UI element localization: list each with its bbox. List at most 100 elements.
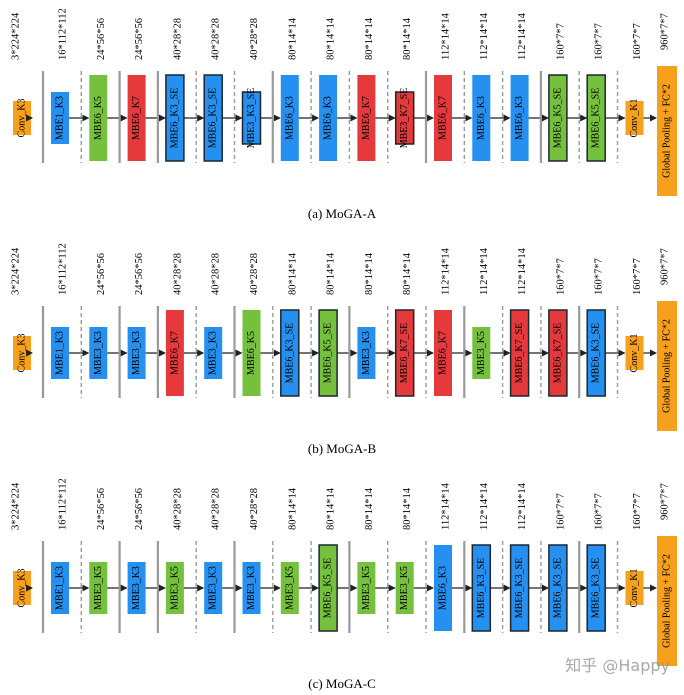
block-output-dims: 40*28*28 xyxy=(172,18,183,60)
head-dims-label: 960*7*7 xyxy=(660,248,671,285)
mbe-block xyxy=(280,562,299,614)
mbe-block-label: MBE6_K3_SE xyxy=(591,323,602,384)
mbe-block-label: MBE3_K3_SE xyxy=(246,88,257,149)
mbe-block-label: MBE3_K3 xyxy=(208,331,219,375)
mbe-block xyxy=(357,75,376,161)
mbe-block xyxy=(51,562,69,614)
mbe-block-label: MBE6_K3_SE xyxy=(591,558,602,619)
mbe-block xyxy=(204,562,223,614)
block-output-dims: 112*14*14 xyxy=(441,482,452,530)
block-output-dims: 112*14*14 xyxy=(479,247,490,295)
mbe-block-label: MBE1_K3 xyxy=(55,566,66,610)
block-output-dims: 24*56*56 xyxy=(96,18,107,60)
mbe-block-label: MBE6_K3_SE xyxy=(514,558,525,619)
mbe-block xyxy=(434,75,452,161)
input-dims-label: 3*224*224 xyxy=(11,247,22,295)
head-block xyxy=(657,66,677,196)
mbe-block-label: MBE6_K3_SE xyxy=(169,88,180,149)
block-output-dims: 112*14*14 xyxy=(479,482,490,530)
mbe-block xyxy=(357,562,376,614)
mbe-block-label: MBE3_K3 xyxy=(131,566,142,610)
mbe-block-label: MBE6_K7 xyxy=(131,96,142,140)
mbe-block-label: MBE6_K3_SE xyxy=(284,323,295,384)
mbe-block-label: MBE6_K3 xyxy=(476,96,487,140)
mbe-block-label: MBE3_K3 xyxy=(361,331,372,375)
stem-conv-block xyxy=(13,336,31,370)
block-output-dims: 80*14*14 xyxy=(402,252,413,295)
mbe-block xyxy=(51,327,69,379)
block-output-dims: 40*28*28 xyxy=(249,18,260,60)
block-output-dims: 40*28*28 xyxy=(172,253,183,295)
block-output-dims: 24*56*56 xyxy=(96,488,107,530)
block-output-dims: 112*14*14 xyxy=(479,12,490,60)
mbe-block-label: MBE3_K5 xyxy=(169,566,180,610)
mbe-block-label: MBE6_K3 xyxy=(438,566,449,610)
mbe-block xyxy=(89,562,108,614)
mbe-block xyxy=(242,562,261,614)
mbe-block-label: MBE6_K5_SE xyxy=(591,88,602,149)
block-output-dims: 80*14*14 xyxy=(326,252,337,295)
mbe-block xyxy=(127,327,146,379)
block-output-dims: 80*14*14 xyxy=(326,487,337,530)
block-output-dims: 40*28*28 xyxy=(172,488,183,530)
block-output-dims: 40*28*28 xyxy=(249,488,260,530)
mbe-block xyxy=(357,327,376,379)
mbe-block xyxy=(510,75,529,161)
block-output-dims: 16*112*112 xyxy=(58,243,69,295)
mbe-block xyxy=(165,562,184,614)
block-output-dims: 80*14*14 xyxy=(364,252,375,295)
mbe-block-label: MBE6_K7 xyxy=(169,331,180,375)
mbe-block-label: MBE3_K3 xyxy=(131,331,142,375)
mbe-block-label: MBE3_K5 xyxy=(93,566,104,610)
mbe-block-label: MBE3_K7_SE xyxy=(399,88,410,149)
mbe-block-label: MBE6_K3 xyxy=(284,96,295,140)
mbe-block xyxy=(472,327,491,379)
block-output-dims: 24*56*56 xyxy=(134,253,145,295)
block-output-dims: 80*14*14 xyxy=(402,17,413,60)
mbe-block-label: MBE6_K3_SE xyxy=(476,558,487,619)
mbe-block-label: MBE6_K7_SE xyxy=(552,323,563,384)
block-output-dims: 160*7*7 xyxy=(555,258,566,295)
block-output-dims: 160*7*7 xyxy=(594,493,605,530)
block-output-dims: 112*14*14 xyxy=(517,12,528,60)
mbe-block xyxy=(319,75,338,161)
tail-conv-block xyxy=(625,336,644,370)
mbe-block-label: MBE3_K3 xyxy=(208,566,219,610)
mbe-block xyxy=(395,562,414,614)
block-output-dims: 160*7*7 xyxy=(555,493,566,530)
block-output-dims: 80*14*14 xyxy=(287,487,298,530)
mbe-block xyxy=(89,75,108,161)
tail-conv-dims: 160*7*7 xyxy=(632,493,643,530)
stem-conv-block xyxy=(13,571,31,605)
caption-moga-b: (b) MoGA-B xyxy=(307,441,377,456)
mbe-block xyxy=(127,562,146,614)
tail-conv-label: Conv_K1 xyxy=(629,569,640,608)
tail-conv-dims: 160*7*7 xyxy=(632,23,643,60)
block-output-dims: 40*28*28 xyxy=(249,253,260,295)
mbe-block-label: MBE6_K3_SE xyxy=(552,558,563,619)
watermark: 知乎 @Happy xyxy=(565,656,670,675)
mbe-block-label: MBE3_K5 xyxy=(284,566,295,610)
block-output-dims: 112*14*14 xyxy=(441,12,452,60)
block-output-dims: 112*14*14 xyxy=(517,482,528,530)
moga-a-panel: 3*224*224 Conv_K3 16*112*112 MBE1_K3 24*56*5… xyxy=(11,8,677,196)
mbe-block xyxy=(280,75,299,161)
mbe-block-label: MBE1_K3 xyxy=(55,96,66,140)
block-output-dims: 40*28*28 xyxy=(211,253,222,295)
block-output-dims: 112*14*14 xyxy=(517,247,528,295)
tail-conv-dims: 160*7*7 xyxy=(632,258,643,295)
block-output-dims: 40*28*28 xyxy=(211,488,222,530)
input-dims-label: 3*224*224 xyxy=(11,482,22,530)
mbe-block xyxy=(242,310,261,396)
block-output-dims: 24*56*56 xyxy=(134,488,145,530)
mbe-block-label: MBE6_K5_SE xyxy=(323,323,334,384)
mbe-block-label: MBE6_K5 xyxy=(246,331,257,375)
mbe-block xyxy=(434,310,452,396)
moga-c-panel: 3*224*224 Conv_K3 16*112*112 MBE1_K3 24*56*5… xyxy=(11,478,677,666)
tail-conv-label: Conv_K1 xyxy=(629,334,640,373)
mbe-block-label: MBE6_K7_SE xyxy=(514,323,525,384)
stem-conv-label: Conv_K3 xyxy=(17,334,28,373)
mbe-block-label: MBE3_K5 xyxy=(361,566,372,610)
mbe-block-label: MBE1_K3 xyxy=(55,331,66,375)
